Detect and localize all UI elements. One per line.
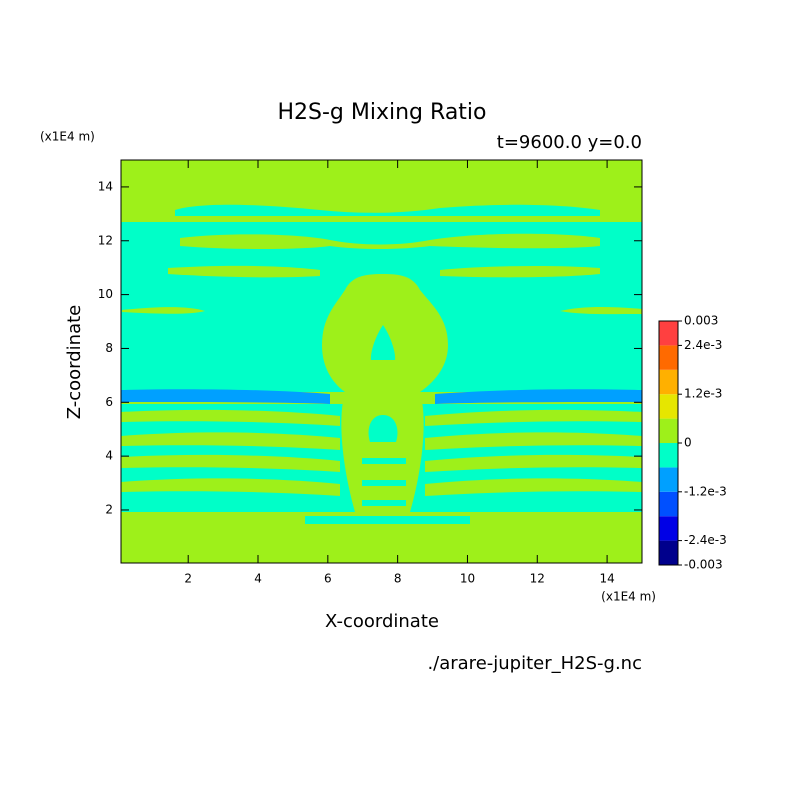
x-tick-label: 2 <box>184 572 192 586</box>
chart-subtitle: t=9600.0 y=0.0 <box>497 132 642 153</box>
colorbar-tick-label: 2.4e-3 <box>684 338 722 352</box>
contour-region <box>121 432 340 450</box>
plot-frame <box>120 159 643 564</box>
y-tick-label: 10 <box>98 287 113 301</box>
y-tick-label: 4 <box>105 449 113 463</box>
colorbar-bin <box>659 467 678 492</box>
contour-region <box>121 409 340 426</box>
contour-region <box>362 458 406 464</box>
contour-region <box>305 516 470 524</box>
contour-region <box>440 265 600 278</box>
source-file: ./arare-jupiter_H2S-g.nc <box>427 653 642 674</box>
contour-field <box>121 160 642 563</box>
contour-region <box>362 500 406 506</box>
colorbar-tick-label: 0 <box>684 436 692 450</box>
contour-region <box>368 415 398 442</box>
contour-region <box>425 409 642 426</box>
contour-region <box>362 480 406 486</box>
contour-region <box>435 389 642 404</box>
x-tick-label: 14 <box>599 572 614 586</box>
colorbar-bin <box>659 345 678 370</box>
contour-region <box>121 454 340 472</box>
contour-region <box>122 307 205 314</box>
colorbar-bin <box>659 394 678 419</box>
x-axis-label: X-coordinate <box>325 611 439 632</box>
y-axis-label: Z-coordinate <box>64 305 85 420</box>
contour-region <box>370 325 396 360</box>
x-tick-label: 12 <box>530 572 545 586</box>
x-tick-label: 6 <box>324 572 332 586</box>
x-unit: (x1E4 m) <box>601 590 656 604</box>
x-tick-label: 8 <box>394 572 402 586</box>
colorbar-bin <box>659 540 678 565</box>
contour-region <box>180 233 600 249</box>
colorbar-tick-label: -0.003 <box>684 558 723 572</box>
y-tick-label: 14 <box>98 179 113 193</box>
contour-region <box>425 432 642 450</box>
contour-region <box>121 478 340 496</box>
colorbar-bin <box>659 516 678 541</box>
x-tick-label: 4 <box>254 572 262 586</box>
colorbar-bin <box>659 418 678 443</box>
y-tick-label: 6 <box>105 395 113 409</box>
contour-region <box>425 478 642 496</box>
y-tick-label: 2 <box>105 502 113 516</box>
contour-region <box>341 392 424 512</box>
chart-title: H2S-g Mixing Ratio <box>277 100 486 125</box>
colorbar-tick-label: 0.003 <box>684 314 718 328</box>
colorbar-bin <box>659 443 678 468</box>
contour-region <box>168 265 320 278</box>
colorbar-tick-label: -2.4e-3 <box>684 533 727 547</box>
contour-region <box>425 454 642 472</box>
colorbar-bin <box>659 491 678 517</box>
contour-region <box>560 306 642 315</box>
contour-region <box>175 204 600 216</box>
colorbar-bin <box>659 321 678 346</box>
y-tick-label: 8 <box>105 341 113 355</box>
x-tick-label: 10 <box>460 572 475 586</box>
contour-region <box>121 389 330 404</box>
y-unit: (x1E4 m) <box>40 130 95 144</box>
colorbar-bin <box>659 369 678 395</box>
colorbar-tick-label: -1.2e-3 <box>684 484 727 498</box>
colorbar-tick-label: 1.2e-3 <box>684 387 722 401</box>
y-tick-label: 12 <box>98 233 113 247</box>
